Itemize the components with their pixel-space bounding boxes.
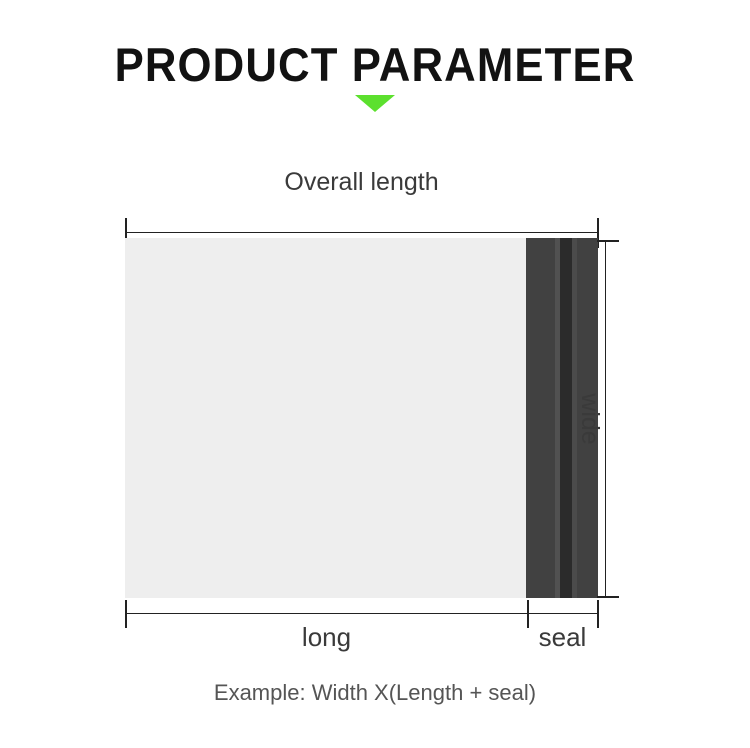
seal-tick-right	[597, 600, 599, 628]
seal-label: seal	[538, 622, 587, 652]
seal-stripe-dark	[560, 238, 572, 598]
long-label: long	[301, 622, 352, 652]
seal-stripe-mid	[572, 238, 577, 598]
overall-length-label: Overall length	[284, 168, 439, 196]
long-seal-divider-tick	[527, 600, 529, 628]
overall-length-tick-left	[125, 218, 127, 248]
bag-seal-strip	[526, 238, 598, 598]
wide-label: wide	[576, 393, 604, 445]
wide-tick-bottom	[597, 596, 619, 598]
overall-length-tick-right	[597, 218, 599, 248]
example-caption: Example: Width X(Length + seal)	[213, 680, 537, 705]
long-tick-left	[125, 600, 127, 628]
wide-dimension-line	[605, 240, 606, 598]
seal-dimension-line	[527, 613, 598, 614]
bag-body-area	[125, 238, 526, 598]
chevron-down-triangle-icon	[355, 95, 395, 112]
overall-length-dimension-line	[125, 232, 598, 233]
page-title: PRODUCT PARAMETER	[114, 38, 636, 91]
seal-stripe-light	[555, 238, 560, 598]
wide-tick-top	[597, 240, 619, 242]
long-dimension-line	[125, 613, 528, 614]
mailer-bag-graphic	[125, 238, 598, 598]
